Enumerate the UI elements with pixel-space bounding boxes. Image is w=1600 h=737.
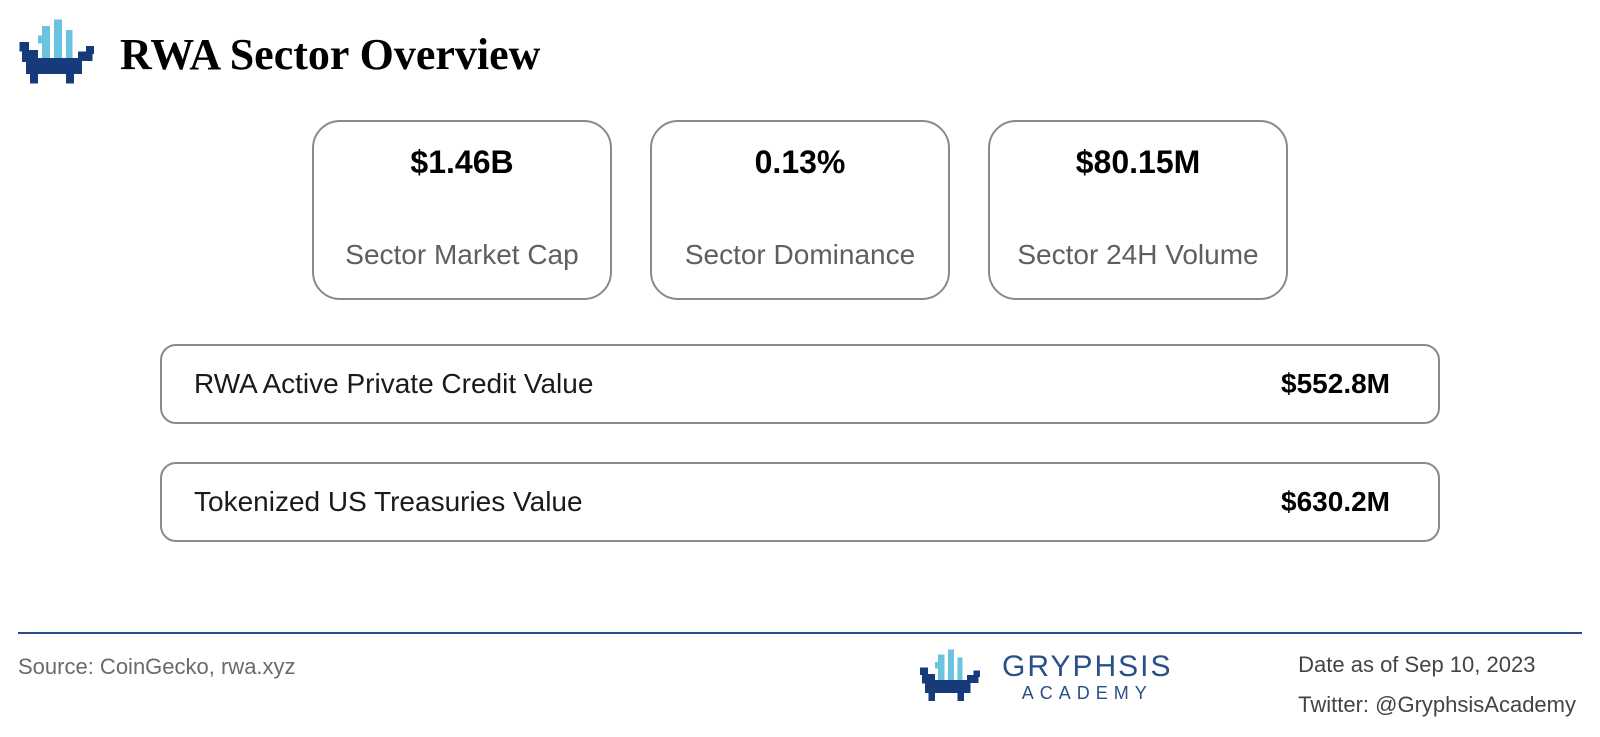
stat-card-market-cap: $1.46B Sector Market Cap xyxy=(312,120,612,300)
stat-label: Sector Dominance xyxy=(685,239,915,271)
footer: Source: CoinGecko, rwa.xyz xyxy=(18,648,1582,728)
metric-rows: RWA Active Private Credit Value $552.8M … xyxy=(0,344,1600,542)
footer-brand-block: GRYPHSIS ACADEMY xyxy=(918,648,1173,706)
header: RWA Sector Overview xyxy=(0,0,1600,98)
stat-card-dominance: 0.13% Sector Dominance xyxy=(650,120,950,300)
footer-divider xyxy=(18,632,1582,634)
metric-row-label: RWA Active Private Credit Value xyxy=(194,368,593,400)
footer-brand-sub: ACADEMY xyxy=(1022,684,1153,703)
footer-right-block: Date as of Sep 10, 2023 Twitter: @Gryphs… xyxy=(1298,648,1582,718)
stat-value: $80.15M xyxy=(1076,144,1201,181)
footer-brand-text: GRYPHSIS ACADEMY xyxy=(1002,651,1173,703)
stat-value: $1.46B xyxy=(410,144,513,181)
footer-date: Date as of Sep 10, 2023 xyxy=(1298,652,1576,678)
stat-card-24h-volume: $80.15M Sector 24H Volume xyxy=(988,120,1288,300)
stat-label: Sector 24H Volume xyxy=(1017,239,1258,271)
footer-twitter: Twitter: @GryphsisAcademy xyxy=(1298,692,1576,718)
metric-row-us-treasuries: Tokenized US Treasuries Value $630.2M xyxy=(160,462,1440,542)
page-title: RWA Sector Overview xyxy=(120,29,540,80)
stat-cards-row: $1.46B Sector Market Cap 0.13% Sector Do… xyxy=(0,120,1600,300)
gryphsis-logo-icon xyxy=(918,648,984,706)
stat-value: 0.13% xyxy=(755,144,846,181)
footer-brand-main: GRYPHSIS xyxy=(1002,651,1173,683)
metric-row-value: $630.2M xyxy=(1281,486,1390,518)
metric-row-value: $552.8M xyxy=(1281,368,1390,400)
gryphsis-logo-icon xyxy=(18,18,98,90)
footer-source: Source: CoinGecko, rwa.xyz xyxy=(18,648,296,680)
metric-row-label: Tokenized US Treasuries Value xyxy=(194,486,583,518)
stat-label: Sector Market Cap xyxy=(345,239,578,271)
metric-row-private-credit: RWA Active Private Credit Value $552.8M xyxy=(160,344,1440,424)
